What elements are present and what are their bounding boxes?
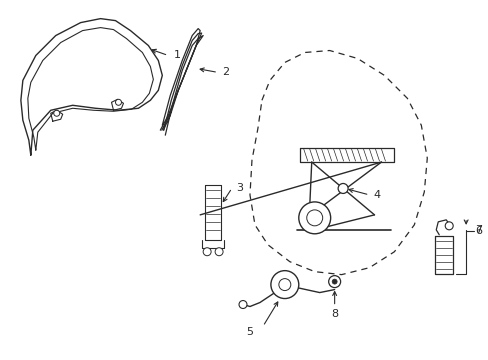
Text: 6: 6 (475, 226, 482, 236)
Circle shape (54, 110, 60, 116)
Text: 7: 7 (474, 225, 482, 235)
Circle shape (215, 248, 223, 256)
Circle shape (270, 271, 298, 298)
Text: 3: 3 (236, 183, 243, 193)
Text: 2: 2 (222, 67, 229, 77)
Circle shape (306, 210, 322, 226)
Circle shape (337, 184, 347, 193)
Circle shape (298, 202, 330, 234)
Text: 4: 4 (373, 190, 380, 200)
Circle shape (331, 279, 336, 284)
Circle shape (115, 99, 121, 105)
Circle shape (328, 276, 340, 288)
Circle shape (444, 222, 452, 230)
Circle shape (239, 301, 246, 309)
Text: 8: 8 (330, 310, 338, 319)
Text: 5: 5 (246, 327, 253, 337)
Circle shape (203, 248, 211, 256)
Text: 1: 1 (173, 50, 181, 60)
Circle shape (278, 279, 290, 291)
